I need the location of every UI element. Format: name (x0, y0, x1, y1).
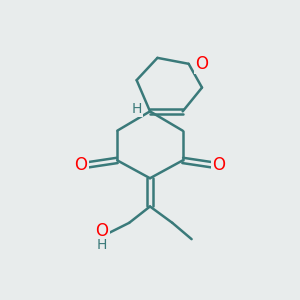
Text: O: O (212, 156, 226, 174)
Text: O: O (195, 55, 208, 73)
Text: O: O (74, 156, 88, 174)
Text: H: H (131, 102, 142, 116)
Text: O: O (95, 222, 108, 240)
Text: H: H (97, 238, 107, 251)
